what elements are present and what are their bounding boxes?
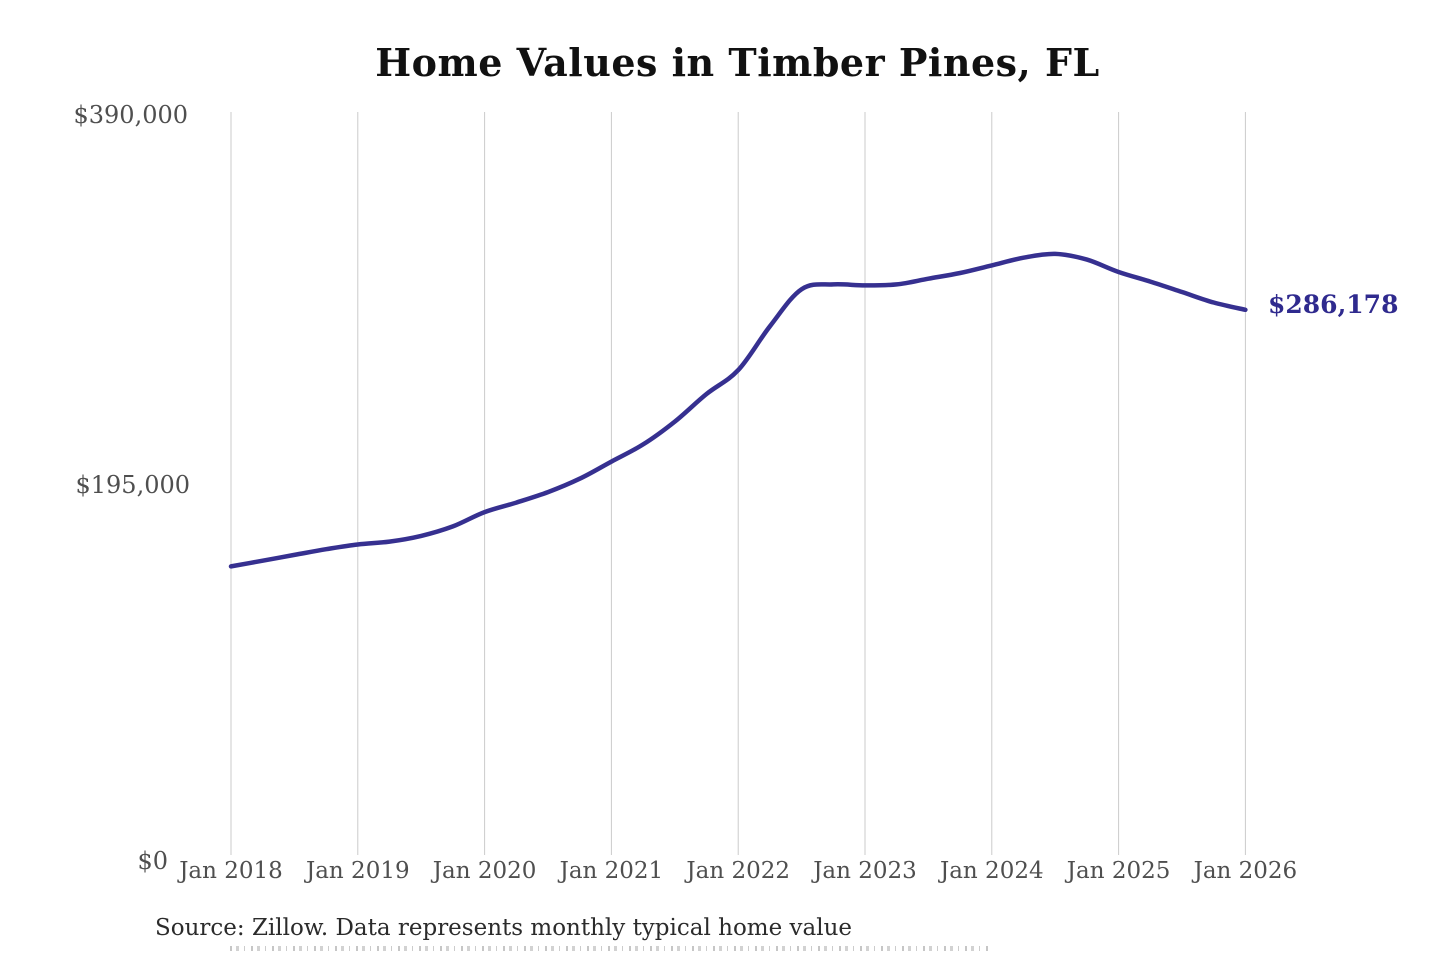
home-value-line	[228, 251, 1248, 569]
x-axis-tick-label: Jan 2024	[940, 858, 1044, 884]
x-axis-tick-label: Jan 2023	[813, 858, 917, 884]
footer-clipped-text-line	[230, 946, 990, 951]
source-attribution: Source: Zillow. Data represents monthly …	[155, 915, 853, 941]
x-axis-tick-label: Jan 2022	[686, 858, 790, 884]
y-axis-tick-label-0: $0	[137, 847, 168, 875]
y-axis-tick-label-390000: $390,000	[73, 101, 188, 129]
y-axis-tick-label-195000: $195,000	[75, 471, 190, 499]
x-axis-tick-label: Jan 2026	[1193, 858, 1298, 884]
x-axis-tick-label: Jan 2019	[306, 858, 410, 884]
x-axis-tick-label: Jan 2018	[179, 858, 283, 884]
x-axis-tick-label: Jan 2020	[432, 858, 537, 884]
latest-value-annotation: $286,178	[1268, 290, 1399, 319]
x-axis-tick-label: Jan 2021	[559, 858, 664, 884]
chart-title: Home Values in Timber Pines, FL	[375, 40, 1100, 85]
x-axis-tick-label: Jan 2025	[1066, 858, 1171, 884]
